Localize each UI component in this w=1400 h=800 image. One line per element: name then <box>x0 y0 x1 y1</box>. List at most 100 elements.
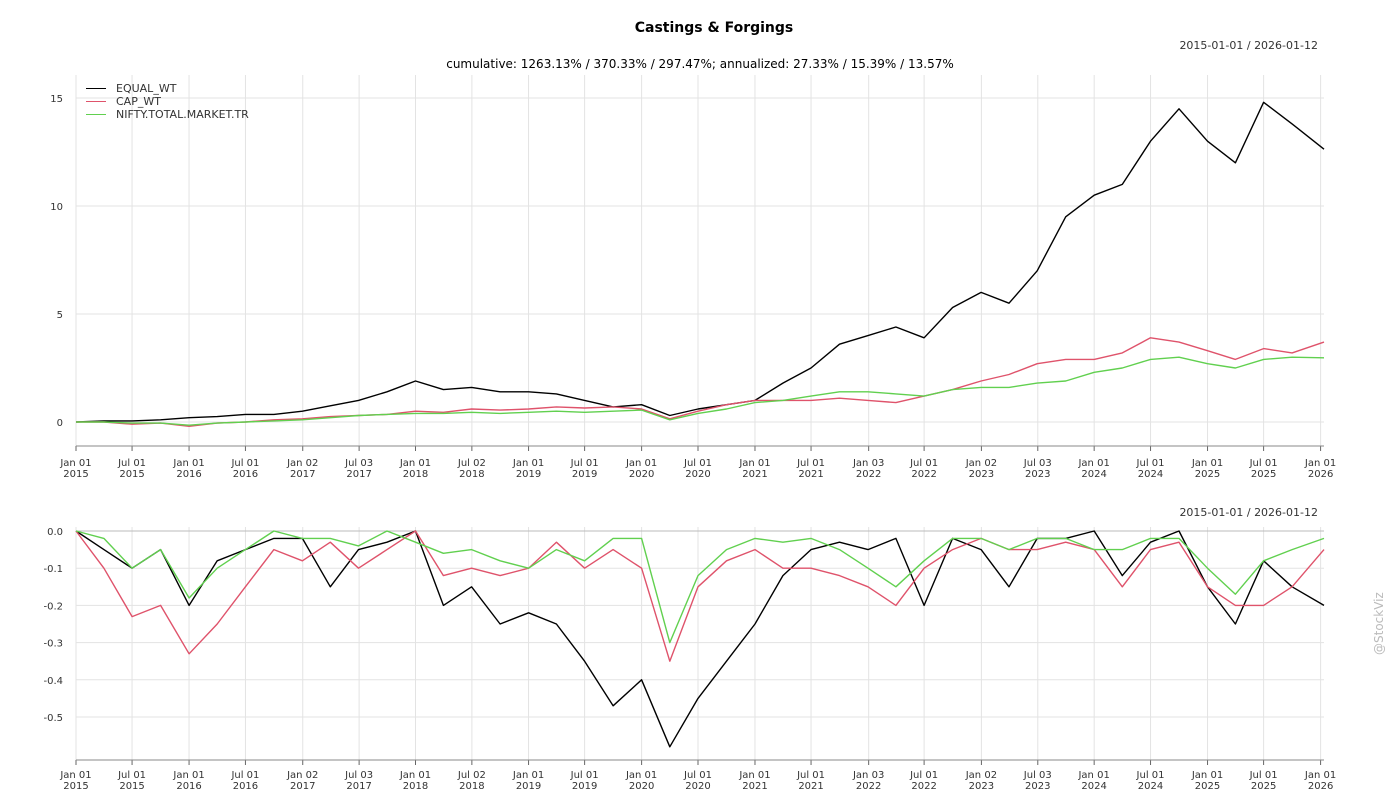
x-tick-label: 2022 <box>856 469 881 480</box>
x-tick-label: 2020 <box>629 781 654 792</box>
x-tick-label: 2016 <box>176 781 201 792</box>
x-tick-label: Jul 01 <box>570 458 599 469</box>
x-tick-label: Jan 01 <box>1191 458 1223 469</box>
series-line-cap-wt <box>75 530 1325 662</box>
x-tick-label: 2020 <box>685 469 710 480</box>
legend-label: CAP_WT <box>116 95 161 108</box>
x-tick-label: 2022 <box>911 469 936 480</box>
x-tick-label: 2020 <box>685 781 710 792</box>
x-tick-label: Jul 01 <box>909 458 938 469</box>
y-tick-label: -0.5 <box>43 713 63 724</box>
legend-label: EQUAL_WT <box>116 82 177 95</box>
x-tick-label: 2021 <box>742 781 767 792</box>
x-tick-label: 2016 <box>233 469 258 480</box>
legend: EQUAL_WT CAP_WT NIFTY.TOTAL.MARKET.TR <box>86 82 249 121</box>
x-tick-label: 2015 <box>63 469 88 480</box>
legend-label: NIFTY.TOTAL.MARKET.TR <box>116 108 249 121</box>
x-tick-label: 2018 <box>403 469 428 480</box>
x-tick-label: Jan 01 <box>1304 458 1336 469</box>
x-tick-label: 2023 <box>1025 781 1050 792</box>
x-tick-label: Jul 01 <box>230 770 259 781</box>
x-tick-label: Jan 01 <box>1077 458 1109 469</box>
x-tick-label: Jul 01 <box>796 458 825 469</box>
x-tick-label: 2025 <box>1195 469 1220 480</box>
x-tick-label: Jan 01 <box>1077 770 1109 781</box>
x-tick-label: Jan 02 <box>286 770 318 781</box>
x-tick-label: 2018 <box>403 781 428 792</box>
legend-item: CAP_WT <box>86 95 249 108</box>
x-tick-label: Jul 01 <box>570 770 599 781</box>
x-tick-label: 2023 <box>1025 469 1050 480</box>
x-tick-label: Jan 01 <box>512 770 544 781</box>
x-tick-label: 2015 <box>119 781 144 792</box>
x-tick-label: Jan 01 <box>399 770 431 781</box>
x-tick-label: 2024 <box>1081 781 1106 792</box>
x-tick-label: 2024 <box>1081 469 1106 480</box>
series-line-nifty-total-market-tr <box>75 530 1325 644</box>
x-tick-label: Jan 01 <box>172 458 204 469</box>
x-tick-label: 2026 <box>1308 781 1333 792</box>
chart-title: Castings & Forgings <box>634 20 794 36</box>
x-tick-label: Jul 01 <box>1136 770 1165 781</box>
legend-swatch <box>86 88 106 89</box>
x-tick-label: 2016 <box>176 469 201 480</box>
x-tick-label: 2021 <box>798 469 823 480</box>
x-tick-label: 2015 <box>63 781 88 792</box>
x-tick-label: Jan 01 <box>172 770 204 781</box>
x-tick-label: 2022 <box>911 781 936 792</box>
x-tick-label: Jan 02 <box>965 770 997 781</box>
x-tick-label: Jul 01 <box>117 458 146 469</box>
x-tick-label: 2020 <box>629 469 654 480</box>
x-tick-label: Jul 01 <box>683 458 712 469</box>
x-tick-label: Jul 01 <box>683 770 712 781</box>
x-tick-label: Jul 02 <box>457 770 486 781</box>
y-tick-label: 0.0 <box>47 527 63 538</box>
x-tick-label: Jan 01 <box>738 458 770 469</box>
x-tick-label: Jan 01 <box>625 458 657 469</box>
y-tick-label: -0.2 <box>43 601 63 612</box>
y-tick-label: -0.3 <box>43 639 63 650</box>
x-tick-label: Jan 02 <box>965 458 997 469</box>
x-tick-label: 2021 <box>798 781 823 792</box>
x-tick-label: 2015 <box>119 469 144 480</box>
chart-subtitle: cumulative: 1263.13% / 370.33% / 297.47%… <box>446 57 954 71</box>
x-tick-label: Jan 01 <box>59 770 91 781</box>
x-tick-label: 2019 <box>572 469 597 480</box>
x-tick-label: Jul 03 <box>344 770 373 781</box>
x-tick-label: Jan 03 <box>852 770 884 781</box>
x-tick-label: 2025 <box>1251 781 1276 792</box>
x-tick-label: Jul 01 <box>117 770 146 781</box>
x-tick-label: 2019 <box>516 469 541 480</box>
date-range-bottom: 2015-01-01 / 2026-01-12 <box>1179 506 1318 519</box>
series-line-nifty-total-market-tr <box>76 356 1325 426</box>
legend-item: EQUAL_WT <box>86 82 249 95</box>
series-line-cap-wt <box>76 337 1325 427</box>
x-tick-label: 2021 <box>742 469 767 480</box>
x-tick-label: Jul 03 <box>1023 458 1052 469</box>
x-tick-label: 2019 <box>516 781 541 792</box>
x-tick-label: 2026 <box>1308 469 1333 480</box>
x-tick-label: 2016 <box>233 781 258 792</box>
x-tick-label: Jan 01 <box>399 458 431 469</box>
x-tick-label: Jan 03 <box>852 458 884 469</box>
x-tick-label: 2023 <box>969 781 994 792</box>
x-tick-label: Jan 01 <box>512 458 544 469</box>
x-tick-label: Jul 01 <box>1249 770 1278 781</box>
x-tick-label: Jan 01 <box>1191 770 1223 781</box>
x-tick-label: Jan 01 <box>738 770 770 781</box>
y-tick-label: 5 <box>57 310 63 321</box>
x-tick-label: Jan 01 <box>59 458 91 469</box>
legend-swatch <box>86 114 106 115</box>
x-tick-label: Jul 02 <box>457 458 486 469</box>
y-tick-label: 0 <box>57 418 63 429</box>
x-tick-label: 2017 <box>346 781 371 792</box>
x-tick-label: Jul 01 <box>1136 458 1165 469</box>
x-tick-label: 2025 <box>1195 781 1220 792</box>
legend-swatch <box>86 101 106 102</box>
y-tick-label: -0.4 <box>43 676 63 687</box>
x-tick-label: 2019 <box>572 781 597 792</box>
x-tick-label: 2022 <box>856 781 881 792</box>
series-line-equal-wt <box>75 101 1325 423</box>
